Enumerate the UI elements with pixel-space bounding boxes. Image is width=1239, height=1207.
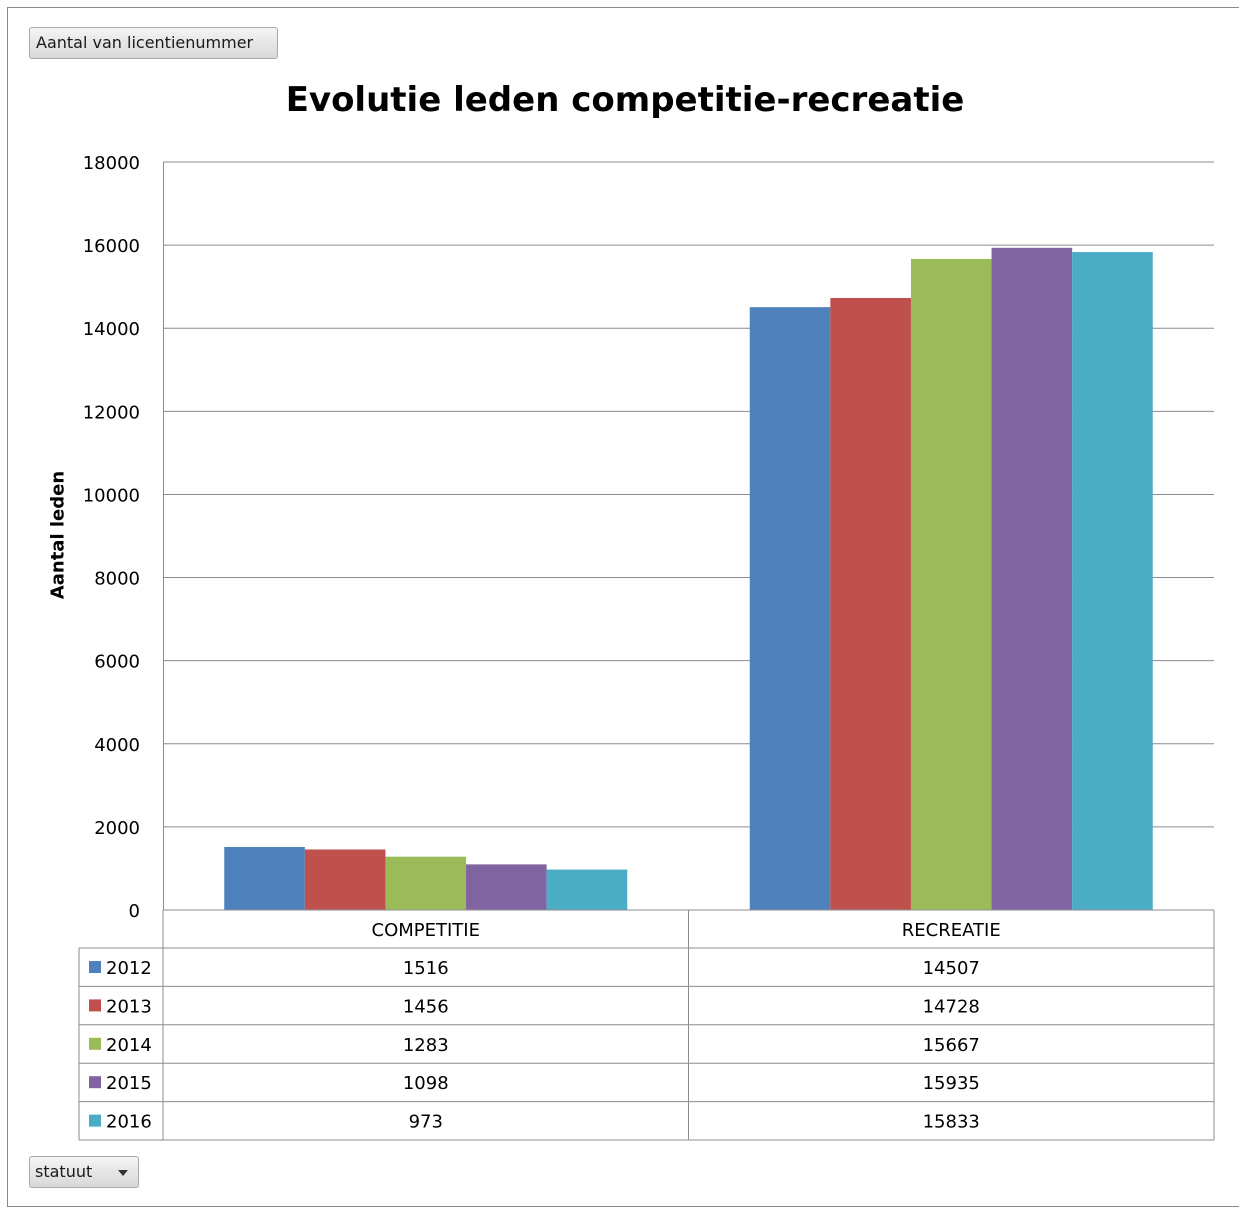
legend-entry: 2014 [106, 1035, 152, 1056]
y-tick-label: 12000 [83, 402, 140, 423]
legend-entry: 2012 [106, 958, 152, 979]
legend-swatch [89, 999, 101, 1012]
category-label: RECREATIE [902, 920, 1001, 941]
bar [385, 856, 467, 910]
bar [1072, 252, 1153, 910]
data-label: 14507 [923, 958, 980, 979]
bars [224, 247, 1153, 910]
value-field-label: Aantal van licentienummer [36, 33, 254, 52]
bar [910, 258, 992, 910]
data-label: 15833 [923, 1112, 980, 1133]
y-tick-label: 6000 [94, 652, 140, 673]
data-label: 973 [409, 1112, 443, 1133]
bar [749, 307, 831, 910]
legend-swatch [89, 1076, 101, 1089]
legend-swatch [89, 1114, 101, 1127]
y-tick-label: 10000 [83, 485, 140, 506]
legend-entry: 2013 [106, 996, 152, 1017]
data-label: 1098 [403, 1073, 449, 1094]
y-tick-label: 0 [129, 901, 140, 922]
legend-swatch [89, 1037, 101, 1050]
data-label: 1516 [403, 958, 449, 979]
y-tick-label: 18000 [83, 153, 140, 174]
y-tick-label: 8000 [94, 569, 140, 590]
bar [466, 864, 547, 910]
data-label: 1456 [403, 996, 449, 1017]
filter-field-button[interactable]: statuut [29, 1156, 139, 1188]
legend-entry: 2015 [106, 1073, 152, 1094]
data-label: 15667 [923, 1035, 980, 1056]
bar [546, 869, 628, 910]
filter-field-label: statuut [35, 1162, 93, 1181]
data-label: 15935 [923, 1073, 980, 1094]
data-label: 14728 [923, 996, 980, 1017]
chart-title: Evolutie leden competitie-recreatie [285, 80, 965, 120]
data-label: 1283 [403, 1035, 449, 1056]
legend-entry: 2016 [106, 1112, 152, 1133]
category-label: COMPETITIE [372, 920, 480, 941]
y-tick-label: 14000 [83, 319, 140, 340]
y-tick-label: 2000 [94, 818, 140, 839]
value-field-button[interactable]: Aantal van licentienummer [29, 27, 278, 59]
data-table: COMPETITIE RECREATIE 2012 1516 14507 2013 1456… [78, 909, 1215, 1141]
bar [304, 849, 386, 910]
bar [830, 297, 911, 910]
y-tick-label: 16000 [83, 236, 140, 257]
y-tick-label: 4000 [94, 735, 140, 756]
chevron-down-icon[interactable] [118, 1170, 128, 1176]
bar [224, 847, 305, 910]
legend-swatch [89, 961, 101, 973]
bar [991, 247, 1073, 910]
